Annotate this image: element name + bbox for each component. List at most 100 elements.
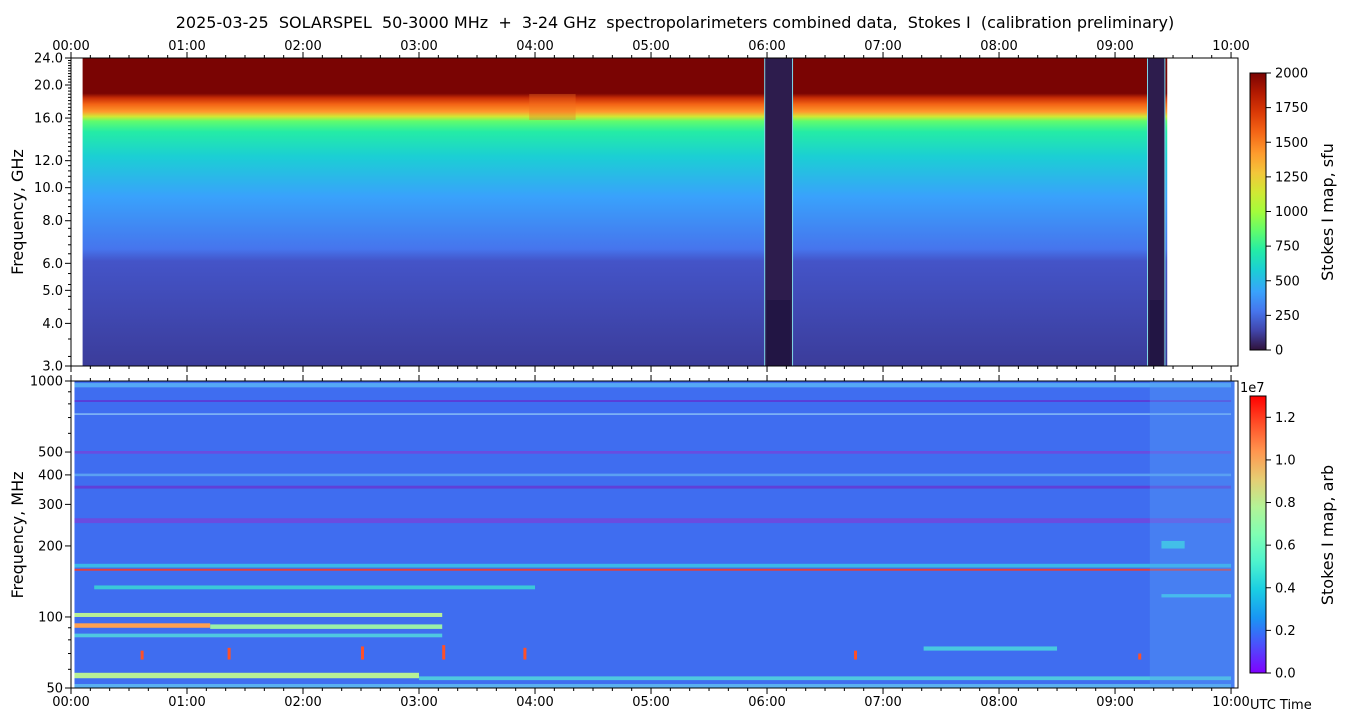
y-tick-label: 1000 [30,375,63,390]
lower-ylabel: Frequency, MHz [8,471,27,598]
x-tick-label: 00:00 [52,695,89,710]
lower-colorbar-ticks: 0.0 0.2 0.4 0.6 0.8 1.0 1.2 [1266,411,1296,682]
lower-spike [523,647,527,660]
lower-spike [227,647,231,660]
upper-colorbar-label: Stokes I map, sfu [1318,143,1337,281]
upper-heatmap-field [82,58,1168,366]
x-tick-label: 03:00 [400,39,437,54]
lower-band [210,624,443,629]
colorbar-tick-label: 1750 [1275,101,1308,116]
time-axis-label: UTC Time [1250,698,1312,713]
upper-data-gap-shade [766,300,791,366]
lower-colorbar-multiplier: 1e7 [1240,381,1265,396]
x-tick-label: 09:00 [1096,695,1133,710]
lower-heatmap-field [74,381,1235,688]
lower-panel: 00:00 01:00 02:00 03:00 04:00 05:00 06:00 07:00… [8,375,1337,711]
colorbar-tick-label: 0 [1275,344,1283,359]
colorbar-tick-label: 250 [1275,309,1300,324]
x-tick-label: 02:00 [284,39,321,54]
colorbar-tick-label: 0.6 [1275,539,1296,554]
lower-band [74,413,1232,415]
upper-colorbar-fill [1249,72,1267,351]
y-tick-label: 50 [46,682,63,697]
y-tick-label: 16.0 [34,112,63,127]
x-tick-label: 06:00 [748,695,785,710]
y-tick-label: 10.0 [34,181,63,196]
y-tick-label: 6.0 [42,257,63,272]
lower-band [74,451,1232,454]
lower-band [74,473,1232,477]
x-tick-label: 01:00 [168,39,205,54]
upper-heatmap [82,58,1168,366]
lower-spike [140,650,144,660]
x-tick-label: 01:00 [168,695,205,710]
lower-band [74,623,211,628]
lower-spike [1138,653,1142,660]
x-tick-label: 10:00 [1212,39,1249,54]
colorbar-tick-label: 1000 [1275,205,1308,220]
colorbar-tick-label: 0.8 [1275,496,1296,511]
upper-plot-frame [70,57,1239,367]
lower-band [1161,594,1232,598]
lower-spike [361,646,365,660]
x-tick-label: 07:00 [864,695,901,710]
upper-panel: 00:00 01:00 02:00 03:00 04:00 05:00 06:00 07:00… [8,39,1337,375]
lower-band [74,400,1232,402]
lower-spike [854,650,858,660]
lower-band [74,672,420,679]
y-tick-label: 20.0 [34,79,63,94]
y-tick-label: 5.0 [42,284,63,299]
lower-band [74,683,1232,688]
x-tick-label: 07:00 [864,39,901,54]
lower-axes: 00:00 01:00 02:00 03:00 04:00 05:00 06:00 07:00… [30,375,1250,711]
x-tick-label: 05:00 [632,695,669,710]
lower-band [74,485,1232,489]
x-tick-label: 04:00 [516,39,553,54]
x-tick-label: 04:00 [516,695,553,710]
x-tick-label: 02:00 [284,695,321,710]
colorbar-tick-label: 1.0 [1275,453,1296,468]
upper-band-bump [529,94,576,120]
x-tick-label: 05:00 [632,39,669,54]
lower-band [74,568,1232,571]
lower-band [74,563,1232,568]
colorbar-tick-label: 0.4 [1275,581,1296,596]
upper-data-gap-shade [1149,300,1163,366]
colorbar-tick-label: 2000 [1275,67,1308,82]
lower-late-region [1149,381,1235,688]
y-tick-label: 4.0 [42,317,63,332]
lower-colorbar: 1e7 0.0 0.2 0.4 0.6 0.8 1.0 1.2 Stokes I map, … [1240,381,1337,682]
y-tick-label: 24.0 [34,52,63,67]
x-tick-label: 03:00 [400,695,437,710]
colorbar-tick-label: 0.0 [1275,667,1296,682]
y-tick-label: 8.0 [42,214,63,229]
lower-band [1161,540,1185,549]
figure-title: 2025-03-25 SOLARSPEL 50-3000 MHz + 3-24 … [176,13,1175,32]
y-tick-label: 500 [38,446,63,461]
lower-spike [442,645,446,660]
colorbar-tick-label: 750 [1275,240,1300,255]
upper-colorbar: 0 250 500 750 1000 1250 1500 1750 2000 Stokes I … [1249,67,1337,359]
colorbar-tick-label: 1.2 [1275,411,1296,426]
lower-colorbar-label: Stokes I map, arb [1318,465,1337,605]
lower-band [94,585,536,590]
x-tick-label: 08:00 [980,39,1017,54]
upper-colorbar-ticks: 0 250 500 750 1000 1250 1500 1750 2000 [1266,67,1308,359]
upper-ylabel: Frequency, GHz [8,149,27,275]
colorbar-tick-label: 500 [1275,274,1300,289]
colorbar-tick-label: 1250 [1275,170,1308,185]
colorbar-tick-label: 0.2 [1275,624,1296,639]
lower-band [74,612,443,617]
lower-band [923,646,1058,651]
x-tick-label: 08:00 [980,695,1017,710]
lower-band [74,518,1232,524]
x-tick-label: 06:00 [748,39,785,54]
lower-band [74,383,1232,388]
y-tick-label: 200 [38,539,63,554]
colorbar-tick-label: 1500 [1275,136,1308,151]
upper-data-gap [1147,58,1165,366]
y-tick-label: 3.0 [42,360,63,375]
lower-colorbar-fill [1249,395,1267,674]
y-tick-label: 300 [38,498,63,513]
